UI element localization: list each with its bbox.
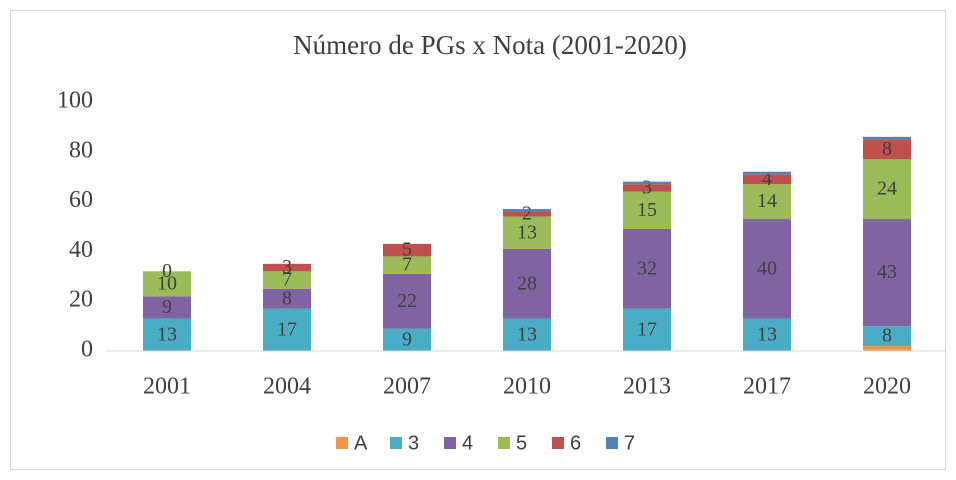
- data-label: 10: [157, 272, 177, 294]
- bar-segment: [743, 219, 791, 319]
- bar-segment: [623, 181, 671, 185]
- data-label: 7: [402, 254, 412, 276]
- x-tick-label: 2007: [383, 374, 431, 400]
- data-label: 13: [517, 221, 537, 243]
- y-tick-label: 100: [57, 88, 93, 114]
- chart-title: Número de PGs x Nota (2001-2020): [293, 30, 687, 60]
- bar-segment: [143, 318, 191, 351]
- x-tick-label: 2004: [263, 374, 311, 400]
- bar-segment: [263, 308, 311, 351]
- legend-label: 7: [624, 432, 635, 454]
- y-tick-label: 0: [81, 337, 93, 363]
- y-tick-label: 40: [69, 237, 93, 263]
- bar-segment: [743, 174, 791, 185]
- bar-segment: [263, 288, 311, 309]
- y-tick-label: 20: [69, 287, 93, 313]
- data-label: 9: [162, 296, 172, 318]
- data-label: 4: [762, 168, 772, 190]
- legend-swatch: [336, 437, 348, 449]
- data-label: 3: [642, 176, 652, 198]
- data-label: 43: [877, 261, 897, 283]
- data-label: 8: [282, 287, 292, 309]
- legend-label: 5: [516, 432, 527, 454]
- bar-segment: [863, 139, 911, 160]
- bar-segment: [863, 326, 911, 347]
- legend-label: 6: [570, 432, 581, 454]
- legend-label: 4: [462, 432, 473, 454]
- y-tick-label: 80: [69, 137, 93, 163]
- bar-segment: [743, 318, 791, 351]
- bar-segment: [863, 159, 911, 220]
- bar-segment: [263, 263, 311, 272]
- bar-segment: [383, 243, 431, 257]
- bar-segment: [623, 308, 671, 351]
- bar-segment: [503, 216, 551, 249]
- data-label: 17: [277, 318, 297, 340]
- x-tick-label: 2010: [503, 374, 551, 400]
- bar-segment: [503, 248, 551, 319]
- data-label: 8: [882, 138, 892, 160]
- data-label: 0: [162, 260, 172, 282]
- chart-border: [10, 10, 946, 470]
- data-label: 8: [882, 325, 892, 347]
- bar-segment: [863, 219, 911, 327]
- bar-segment: [143, 271, 191, 297]
- data-label: 40: [757, 257, 777, 279]
- data-label: 32: [637, 257, 657, 279]
- data-label: 13: [517, 323, 537, 345]
- legend-label: A: [354, 432, 368, 454]
- data-label: 2: [522, 203, 532, 225]
- legend-swatch: [552, 437, 564, 449]
- bar-segment: [383, 256, 431, 274]
- bar-segment: [263, 271, 311, 289]
- data-label: 7: [282, 269, 292, 291]
- x-tick-label: 2001: [143, 374, 191, 400]
- bar-segment: [503, 209, 551, 212]
- data-label: 15: [637, 199, 657, 221]
- data-label: 5: [402, 239, 412, 261]
- bar-segment: [743, 171, 791, 175]
- data-label: 9: [402, 328, 412, 350]
- legend-swatch: [444, 437, 456, 449]
- bar-segment: [863, 136, 911, 140]
- data-label: 13: [757, 323, 777, 345]
- x-tick-label: 2013: [623, 374, 671, 400]
- bar-segment: [623, 228, 671, 309]
- data-label: 28: [517, 272, 537, 294]
- bar-segment: [503, 318, 551, 351]
- bar-segment: [383, 273, 431, 329]
- x-tick-label: 2017: [743, 374, 791, 400]
- bar-segment: [863, 346, 911, 351]
- data-label: 22: [397, 290, 417, 312]
- legend-swatch: [606, 437, 618, 449]
- legend-swatch: [390, 437, 402, 449]
- bar-segment: [623, 184, 671, 192]
- data-label: 14: [757, 190, 777, 212]
- bar-segment: [623, 191, 671, 229]
- data-label: 13: [157, 323, 177, 345]
- bar-segment: [743, 184, 791, 220]
- y-tick-label: 60: [69, 187, 93, 213]
- bar-segment: [143, 296, 191, 319]
- data-label: 24: [877, 178, 897, 200]
- legend-swatch: [498, 437, 510, 449]
- data-label: 17: [637, 318, 657, 340]
- x-tick-label: 2020: [863, 374, 911, 400]
- bar-segment: [503, 211, 551, 217]
- data-label: 3: [282, 256, 292, 278]
- legend-label: 3: [408, 432, 419, 454]
- bar-segment: [383, 328, 431, 351]
